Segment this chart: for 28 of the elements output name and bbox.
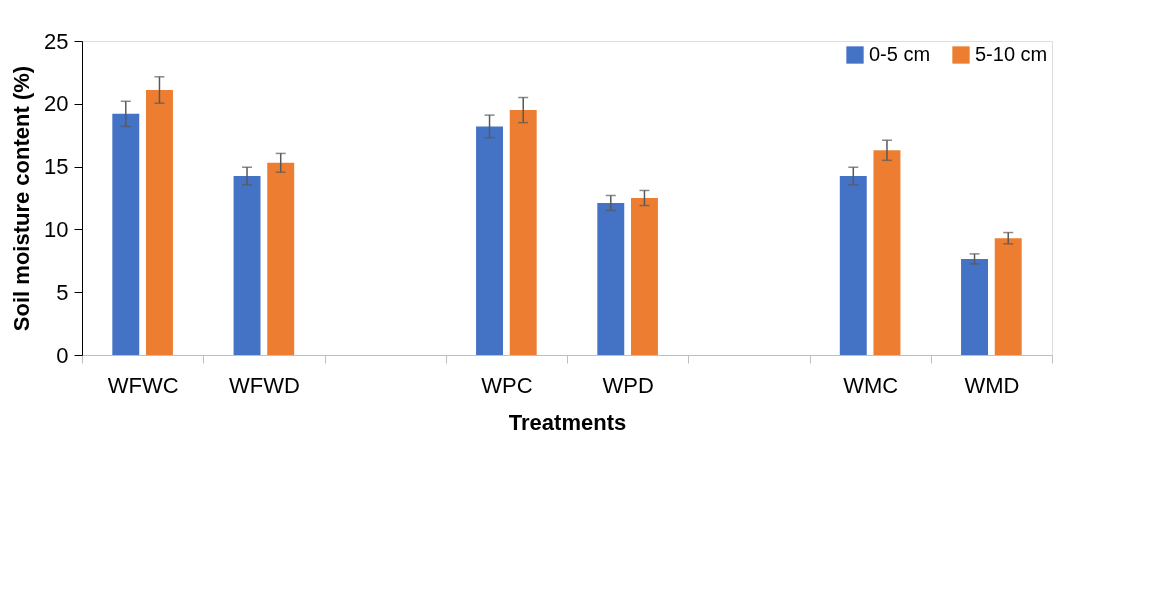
bar bbox=[961, 258, 989, 355]
bar bbox=[597, 203, 625, 355]
bar bbox=[112, 113, 140, 355]
x-tick-label: WPC bbox=[481, 372, 533, 398]
x-tick-label: WFWD bbox=[228, 372, 300, 398]
bar bbox=[630, 198, 658, 355]
y-tick-label: 20 bbox=[44, 91, 69, 117]
x-axis-title: Treatments bbox=[508, 409, 627, 435]
bar bbox=[145, 89, 173, 355]
bar bbox=[873, 150, 901, 355]
x-tick-label: WMC bbox=[843, 372, 899, 398]
x-tick-label: WMD bbox=[964, 372, 1020, 398]
bar bbox=[476, 126, 504, 355]
x-tick-label: WFWC bbox=[107, 372, 179, 398]
bar bbox=[839, 176, 867, 355]
bar bbox=[233, 176, 261, 355]
y-tick-label: 5 bbox=[56, 279, 69, 305]
y-tick-label: 10 bbox=[44, 216, 69, 242]
y-tick-label: 15 bbox=[44, 154, 69, 180]
bar bbox=[994, 238, 1022, 355]
y-tick-label: 25 bbox=[44, 28, 69, 54]
legend-label: 5-10 cm bbox=[975, 43, 1048, 65]
legend-label: 0-5 cm bbox=[869, 43, 931, 65]
bar bbox=[267, 162, 295, 355]
y-tick-label: 0 bbox=[56, 342, 69, 368]
bar bbox=[509, 110, 537, 355]
y-axis-title: Soil moisture content (%) bbox=[9, 65, 35, 332]
x-tick-label: WPD bbox=[602, 372, 654, 398]
